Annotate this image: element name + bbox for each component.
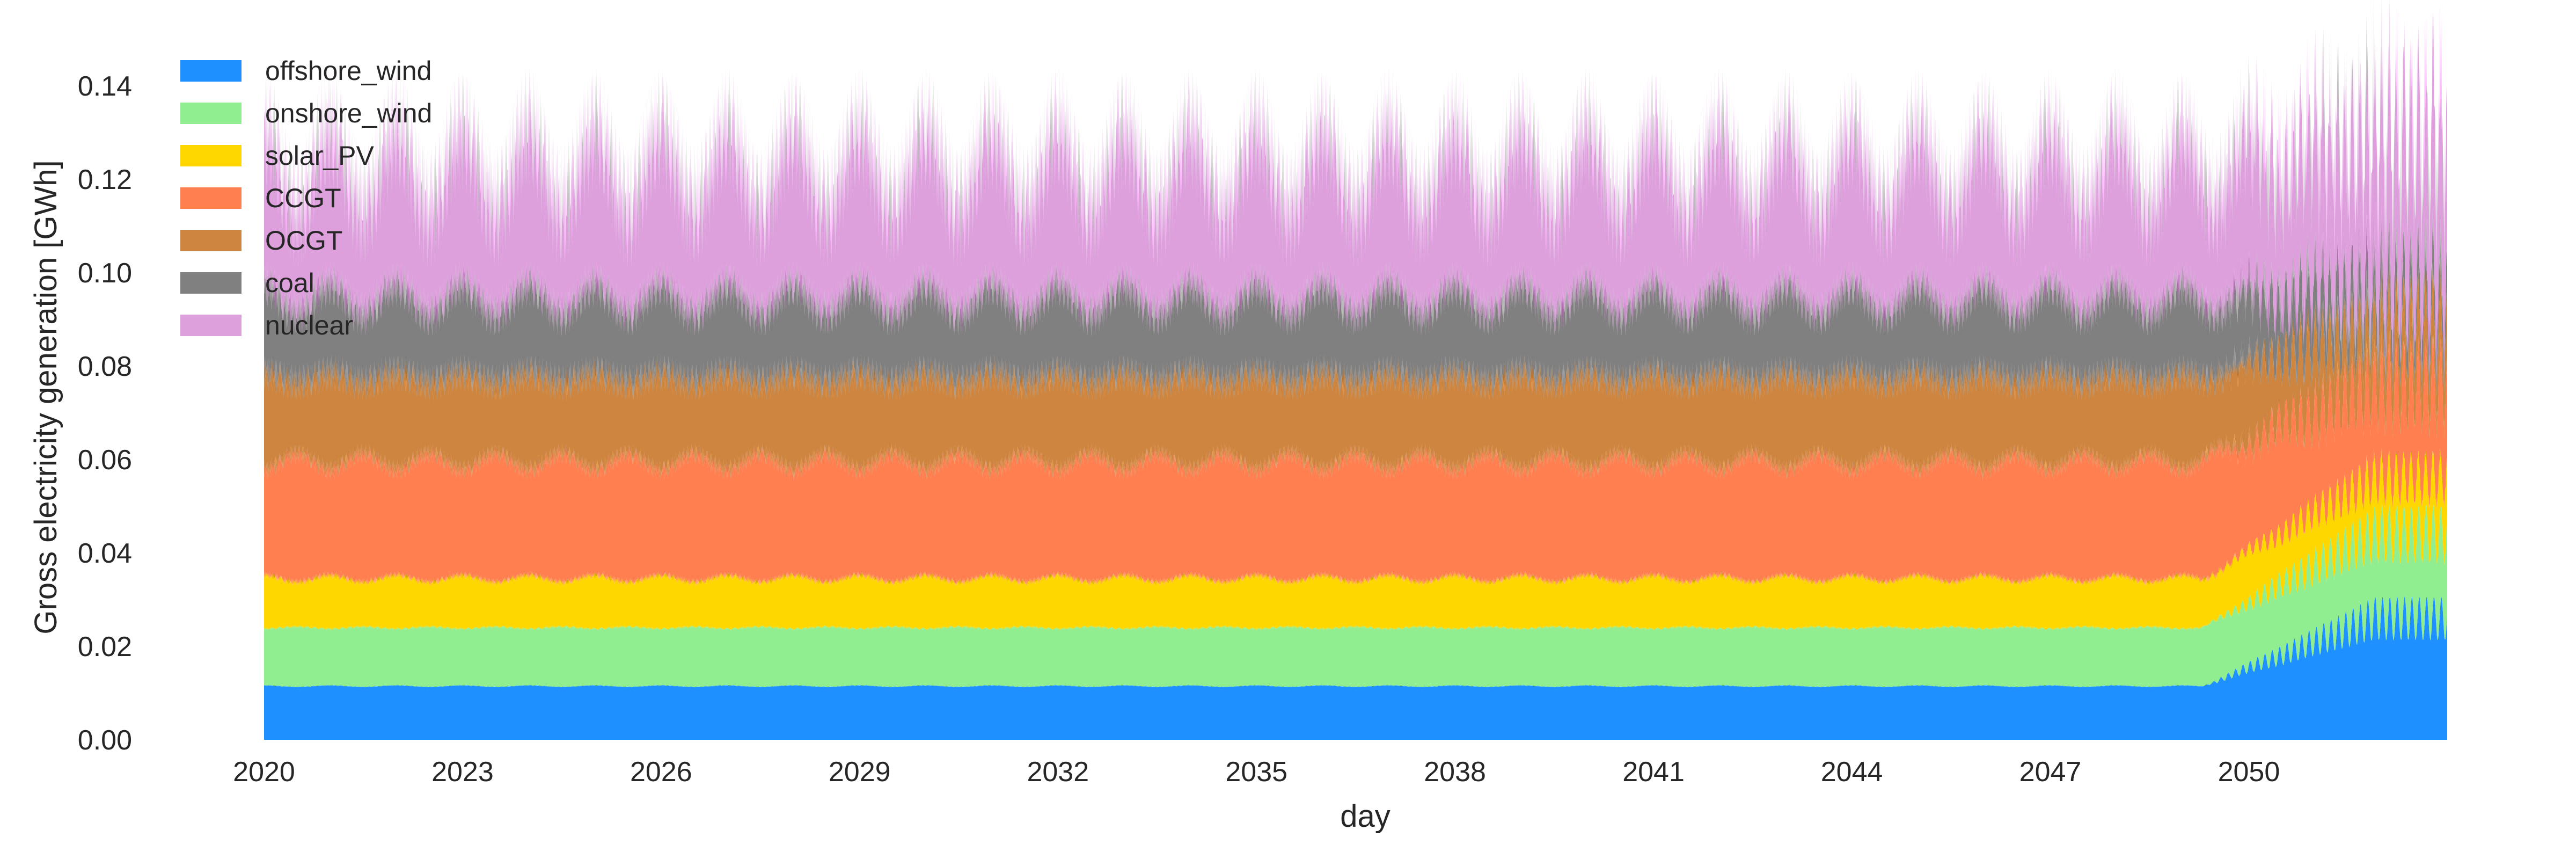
- legend: offshore_wind onshore_wind solar_PV CCGT OCG…: [180, 56, 432, 340]
- legend-swatch: [180, 230, 241, 251]
- y-tick-label: 0.10: [78, 258, 132, 289]
- legend-swatch: [180, 187, 241, 209]
- x-tick-label: 2044: [1821, 756, 1883, 788]
- area-coal: [264, 204, 2447, 402]
- x-tick-label: 2032: [1027, 756, 1089, 788]
- legend-swatch: [180, 145, 241, 166]
- y-tick-label: 0.02: [78, 631, 132, 663]
- area-offshore-wind: [264, 596, 2447, 740]
- legend-label: coal: [265, 268, 314, 298]
- x-tick-label: 2041: [1622, 756, 1685, 788]
- y-tick-label: 0.04: [78, 538, 132, 569]
- x-axis-ticks: 2020 2023 2026 2029 2032 2035 2038 2041 2044 2047…: [233, 756, 2280, 788]
- legend-swatch: [180, 103, 241, 124]
- legend-item-solar-PV: solar_PV: [180, 141, 375, 171]
- legend-label: OCGT: [265, 225, 342, 256]
- area-CCGT: [264, 329, 2447, 586]
- x-axis-label: day: [1340, 799, 1391, 834]
- legend-item-offshore-wind: offshore_wind: [180, 56, 431, 86]
- legend-swatch: [180, 315, 241, 336]
- y-axis-label: Gross electricity generation [GWh]: [28, 160, 63, 634]
- legend-label: nuclear: [265, 310, 353, 340]
- area-nuclear: [264, 0, 2447, 378]
- area-series-group: [264, 0, 2447, 740]
- area-solar-PV: [264, 448, 2447, 631]
- area-OCGT: [264, 259, 2447, 481]
- x-tick-label: 2020: [233, 756, 295, 788]
- x-tick-label: 2023: [431, 756, 494, 788]
- legend-item-onshore-wind: onshore_wind: [180, 98, 432, 128]
- y-tick-label: 0.06: [78, 445, 132, 476]
- x-tick-label: 2029: [829, 756, 891, 788]
- legend-label: solar_PV: [265, 141, 375, 171]
- legend-item-coal: coal: [180, 268, 314, 298]
- legend-item-nuclear: nuclear: [180, 310, 353, 340]
- x-tick-label: 2035: [1225, 756, 1287, 788]
- legend-label: CCGT: [265, 183, 341, 213]
- y-tick-label: 0.12: [78, 164, 132, 195]
- x-tick-label: 2050: [2218, 756, 2280, 788]
- legend-label: onshore_wind: [265, 98, 432, 128]
- legend-item-OCGT: OCGT: [180, 225, 342, 256]
- y-axis-ticks: 0.00 0.02 0.04 0.06 0.08 0.10 0.12 0.14: [78, 71, 132, 756]
- y-tick-label: 0.08: [78, 351, 132, 382]
- y-tick-label: 0.14: [78, 71, 132, 102]
- area-onshore-wind: [264, 504, 2447, 688]
- y-tick-label: 0.00: [78, 725, 132, 756]
- x-tick-label: 2047: [2019, 756, 2082, 788]
- legend-swatch: [180, 60, 241, 82]
- legend-swatch: [180, 272, 241, 294]
- x-tick-label: 2038: [1424, 756, 1486, 788]
- legend-label: offshore_wind: [265, 56, 431, 86]
- x-tick-label: 2026: [630, 756, 692, 788]
- legend-item-CCGT: CCGT: [180, 183, 341, 213]
